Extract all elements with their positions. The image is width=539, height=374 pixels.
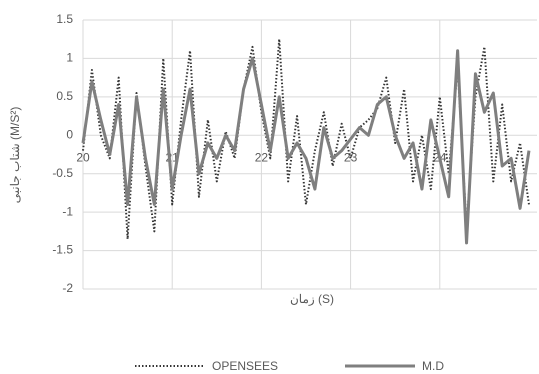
y-axis-title: شتاب جانبی (M/S²) xyxy=(8,107,22,204)
y-tick-label: -1 xyxy=(62,204,73,218)
series-line xyxy=(81,49,531,245)
y-tick-label: 1 xyxy=(66,51,73,65)
y-tick-label: 1.5 xyxy=(56,12,73,26)
y-tick-label: 0 xyxy=(66,127,73,141)
y-tick-label: -1.5 xyxy=(52,243,73,257)
y-tick-label: 0.5 xyxy=(56,89,73,103)
x-tick-label: 20 xyxy=(76,150,90,164)
legend-label: OPENSEES xyxy=(212,359,278,373)
legend-label: M.D xyxy=(422,359,444,373)
y-tick-label: -0.5 xyxy=(52,166,73,180)
x-tick-label: 22 xyxy=(255,150,269,164)
y-tick-label: -2 xyxy=(62,281,73,295)
x-axis-title: زمان (S) xyxy=(290,292,334,306)
